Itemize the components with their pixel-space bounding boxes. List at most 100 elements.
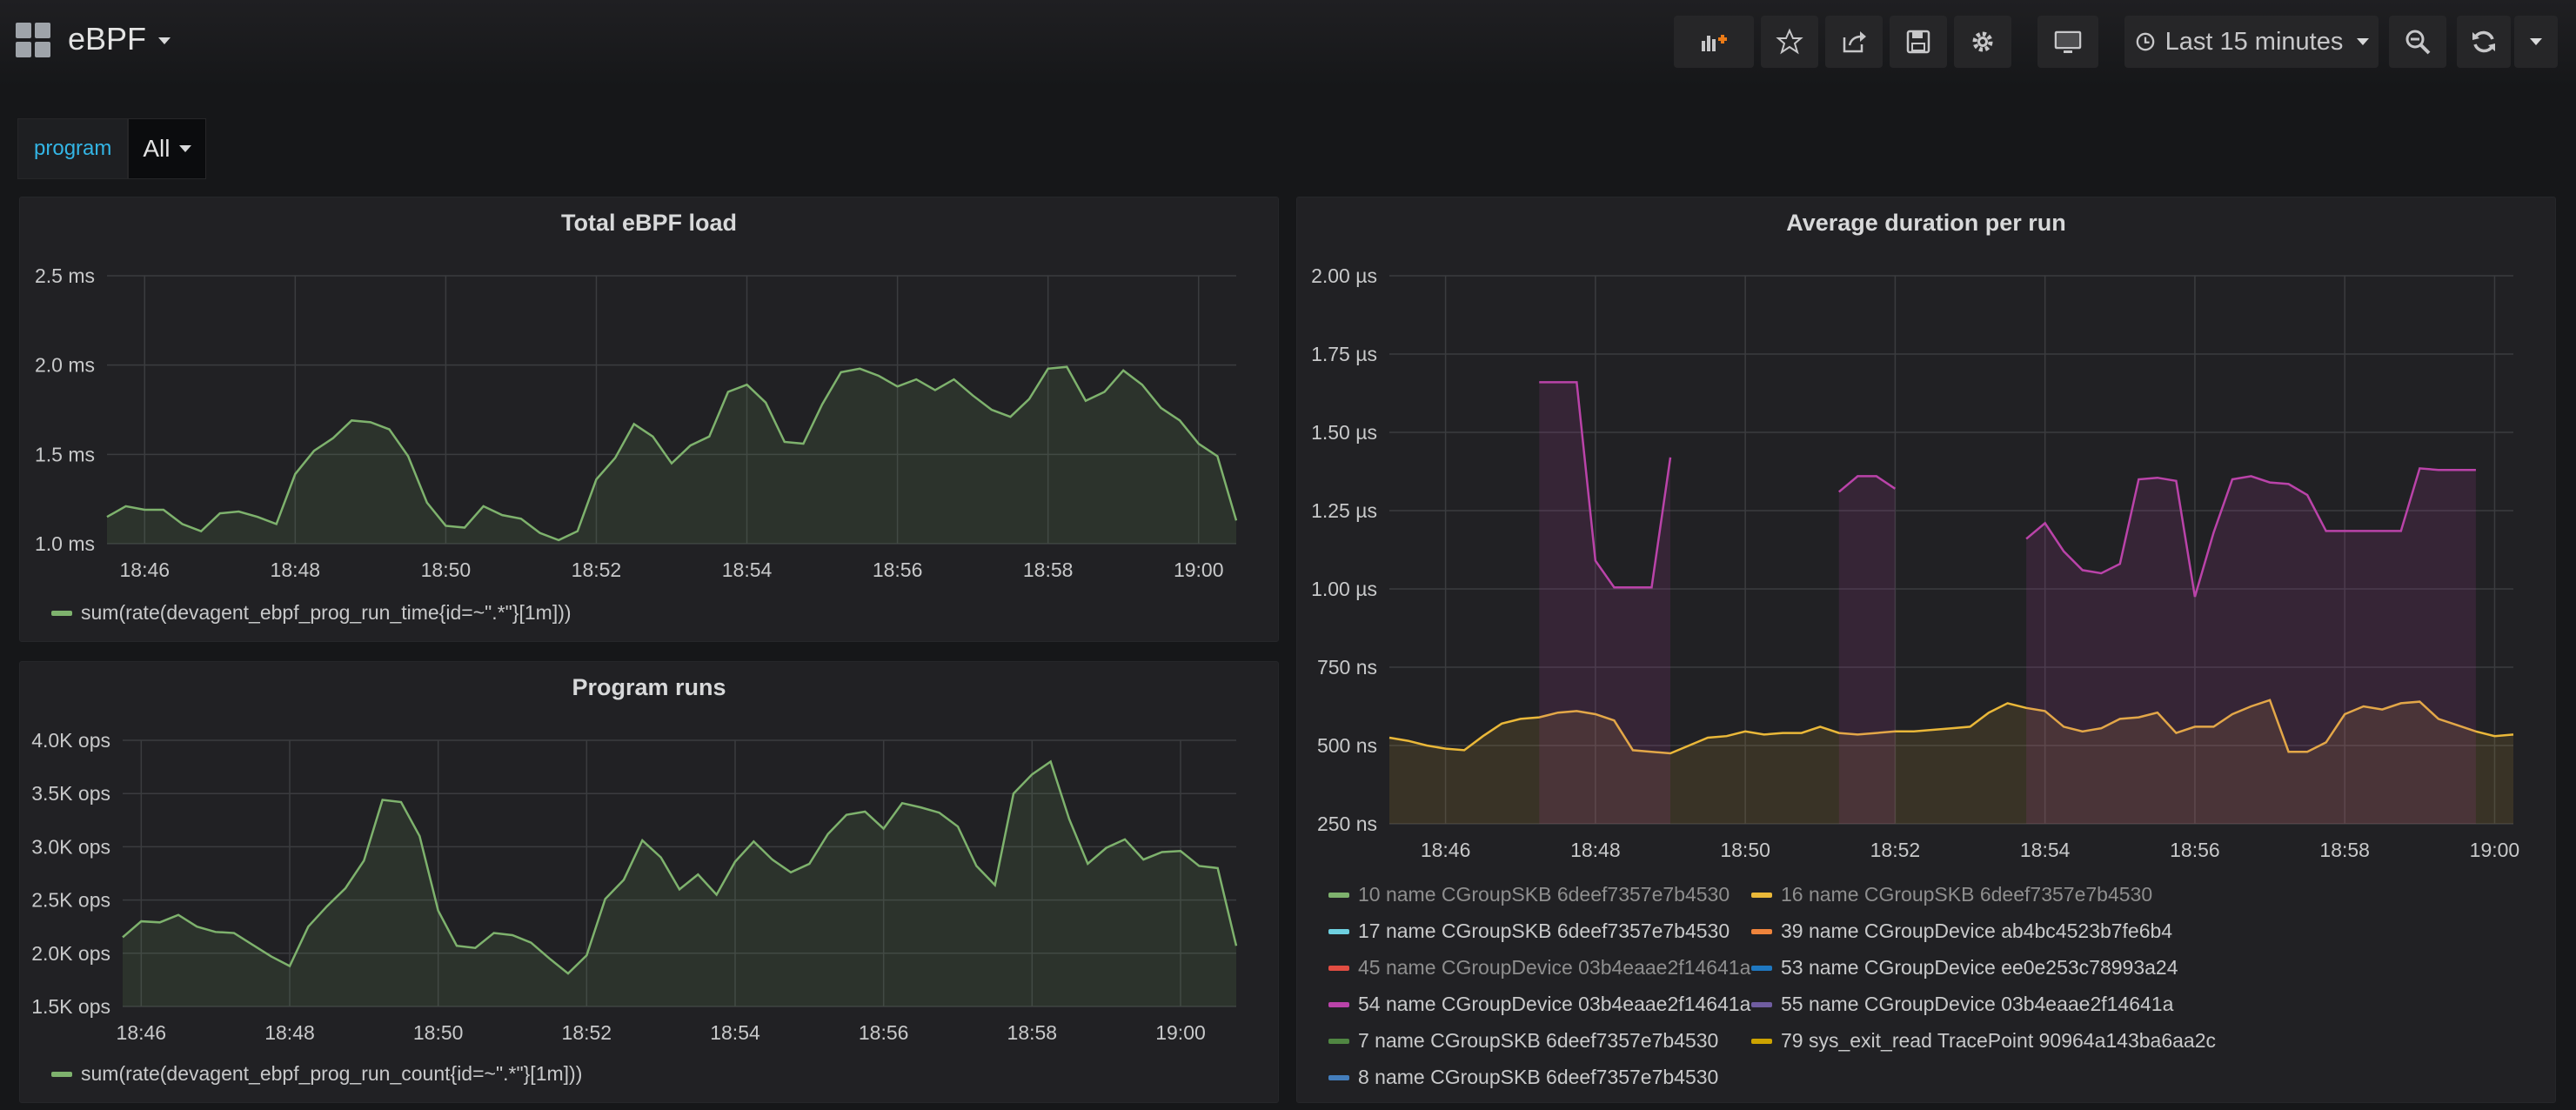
x-tick-label: 18:46	[117, 1021, 167, 1044]
y-tick-label: 1.0 ms	[35, 532, 95, 555]
series-area-fill	[2026, 468, 2476, 824]
series-area-fill	[1389, 699, 2513, 824]
y-tick-label: 2.5 ms	[35, 264, 95, 287]
x-tick-label: 18:46	[119, 558, 170, 581]
series-line[interactable]	[1837, 475, 1897, 493]
legend-swatch	[1328, 1038, 1349, 1044]
program-runs-graph[interactable]: 1.5K ops 2.0K ops 2.5K ops 3.0K ops 3.5K ops…	[20, 662, 1280, 1104]
y-tick-label: 1.00 µs	[1311, 578, 1377, 600]
x-tick-label: 18:58	[1007, 1021, 1058, 1044]
y-tick-label: 2.0K ops	[31, 942, 110, 965]
series-line[interactable]	[122, 759, 1238, 975]
legend-label: sum(rate(devagent_ebpf_prog_run_count{id…	[81, 1062, 583, 1085]
ebpf-load-graph[interactable]: 1.0 ms 1.5 ms 2.0 ms 2.5 ms 18:46 18:48 18:50 1…	[20, 197, 1280, 643]
y-tick-label: 500 ns	[1317, 734, 1377, 757]
y-tick-label: 1.5 ms	[35, 443, 95, 465]
legend-item[interactable]: 39 name CGroupDevice ab4bc4523b7fe6b4	[1751, 919, 2172, 943]
x-tick-label: 18:56	[859, 1021, 909, 1044]
legend-label: 17 name CGroupSKB 6deef7357e7b4530	[1358, 919, 1730, 942]
legend-item[interactable]: 7 name CGroupSKB 6deef7357e7b4530	[1328, 1029, 1718, 1053]
legend-item[interactable]: 16 name CGroupSKB 6deef7357e7b4530	[1751, 883, 2152, 906]
x-tick-label: 18:48	[271, 558, 321, 581]
legend-item[interactable]: 53 name CGroupDevice ee0e253c78993a24	[1751, 956, 2178, 980]
x-tick-label: 19:00	[1155, 1021, 1206, 1044]
x-tick-label: 18:58	[2319, 839, 2370, 861]
caret-down-icon	[2530, 38, 2542, 45]
time-range-picker[interactable]: Last 15 minutes	[2124, 16, 2379, 68]
average-duration-graph[interactable]: 250 ns 500 ns 750 ns 1.00 µs 1.25 µs 1.50 µs 1…	[1297, 197, 2557, 1104]
x-tick-label: 18:50	[413, 1021, 464, 1044]
legend-item[interactable]: 54 name CGroupDevice 03b4eaae2f14641a	[1328, 993, 1750, 1016]
dashboard-title-dropdown[interactable]: eBPF	[68, 21, 171, 57]
y-tick-label: 2.0 ms	[35, 354, 95, 377]
series-line[interactable]	[2025, 467, 2476, 598]
x-tick-label: 18:50	[1720, 839, 1770, 861]
x-tick-label: 18:52	[1870, 839, 1921, 861]
clock-icon	[2136, 32, 2154, 51]
legend-swatch	[1751, 965, 1772, 971]
legend-item[interactable]: 55 name CGroupDevice 03b4eaae2f14641a	[1751, 993, 2173, 1016]
series-line[interactable]	[1539, 381, 1672, 589]
variable-dropdown-program[interactable]: All	[128, 118, 206, 179]
series-area-fill	[1838, 476, 1896, 824]
legend-swatch	[1328, 1001, 1349, 1007]
legend-swatch	[1751, 1038, 1772, 1044]
panel-title[interactable]: Total eBPF load	[560, 210, 737, 236]
legend-item[interactable]: 45 name CGroupDevice 03b4eaae2f14641a	[1328, 956, 1750, 980]
chevron-down-icon	[2357, 38, 2370, 45]
legend-item[interactable]: 79 sys_exit_read TracePoint 90964a143ba6…	[1751, 1029, 2216, 1053]
x-tick-label: 19:00	[2470, 839, 2520, 861]
legend-swatch	[1328, 892, 1349, 898]
add-panel-button[interactable]	[1674, 16, 1754, 68]
share-button[interactable]	[1825, 16, 1883, 68]
legend-label: 7 name CGroupSKB 6deef7357e7b4530	[1358, 1029, 1719, 1052]
legend-swatch	[1328, 1074, 1349, 1080]
share-icon	[1843, 31, 1866, 53]
panel-total-ebpf-load[interactable]: Total eBPF load 1.0 ms 1.5 ms 2.0 ms 2.5 ms…	[19, 197, 1279, 642]
save-dashboard-button[interactable]	[1890, 16, 1947, 68]
legend-swatch	[1751, 928, 1772, 934]
y-tick-label: 750 ns	[1317, 656, 1377, 679]
y-tick-label: 1.25 µs	[1311, 499, 1377, 522]
x-tick-label: 18:48	[264, 1021, 315, 1044]
panel-title[interactable]: Average duration per run	[1786, 210, 2066, 236]
dashboards-grid-icon[interactable]	[16, 23, 52, 59]
caret-down-icon	[158, 37, 171, 45]
series-line[interactable]	[106, 365, 1238, 542]
y-tick-label: 1.75 µs	[1311, 343, 1377, 365]
x-tick-label: 18:56	[2170, 839, 2220, 861]
x-tick-label: 19:00	[1174, 558, 1224, 581]
refresh-button[interactable]	[2457, 16, 2511, 68]
legend-label: 8 name CGroupSKB 6deef7357e7b4530	[1358, 1066, 1719, 1088]
legend-item[interactable]: 8 name CGroupSKB 6deef7357e7b4530	[1328, 1066, 1718, 1089]
legend-item[interactable]: 17 name CGroupSKB 6deef7357e7b4530	[1328, 919, 1730, 943]
panel-program-runs[interactable]: Program runs 1.5K ops 2.0K ops 2.5K ops 3.0…	[19, 661, 1279, 1103]
x-tick-label: 18:46	[1421, 839, 1471, 861]
star-button[interactable]	[1761, 16, 1818, 68]
refresh-interval-dropdown[interactable]	[2514, 16, 2558, 68]
x-tick-label: 18:56	[873, 558, 923, 581]
legend-label: 16 name CGroupSKB 6deef7357e7b4530	[1781, 883, 2153, 906]
y-tick-label: 3.0K ops	[31, 835, 110, 858]
panel-title[interactable]: Program runs	[572, 674, 726, 700]
zoom-out-button[interactable]	[2389, 16, 2446, 68]
legend-label: 55 name CGroupDevice 03b4eaae2f14641a	[1781, 993, 2174, 1015]
y-tick-label: 3.5K ops	[31, 782, 110, 805]
x-tick-label: 18:54	[722, 558, 773, 581]
settings-button[interactable]	[1954, 16, 2011, 68]
legend-item[interactable]: sum(rate(devagent_ebpf_prog_run_count{id…	[51, 1062, 582, 1086]
legend-item[interactable]: sum(rate(devagent_ebpf_prog_run_time{id=…	[51, 601, 572, 625]
series-line[interactable]	[1388, 699, 2514, 755]
y-tick-label: 1.5K ops	[31, 995, 110, 1018]
legend-label: 39 name CGroupDevice ab4bc4523b7fe6b4	[1781, 919, 2173, 942]
x-tick-label: 18:58	[1023, 558, 1074, 581]
dashboard-title: eBPF	[68, 21, 147, 57]
save-icon	[1906, 30, 1930, 54]
panel-average-duration-per-run[interactable]: Average duration per run 250 ns 500 ns 750…	[1296, 197, 2556, 1103]
tv-mode-button[interactable]	[2037, 16, 2098, 68]
x-tick-label: 18:54	[2020, 839, 2071, 861]
caret-down-icon	[178, 145, 191, 152]
legend-label: sum(rate(devagent_ebpf_prog_run_time{id=…	[81, 601, 572, 624]
legend-item[interactable]: 10 name CGroupSKB 6deef7357e7b4530	[1328, 883, 1730, 906]
y-tick-label: 1.50 µs	[1311, 421, 1377, 444]
